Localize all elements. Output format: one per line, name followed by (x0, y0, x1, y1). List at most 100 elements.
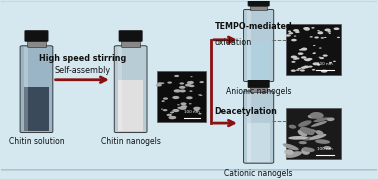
Ellipse shape (300, 127, 314, 135)
Bar (247, 123, 270, 162)
Ellipse shape (299, 141, 307, 144)
Circle shape (157, 82, 163, 85)
Text: 100 nm: 100 nm (318, 62, 333, 66)
Text: TEMPO-mediated: TEMPO-mediated (215, 22, 292, 31)
Circle shape (294, 35, 296, 37)
Circle shape (189, 90, 192, 92)
Ellipse shape (285, 151, 302, 158)
Circle shape (317, 64, 320, 66)
Circle shape (163, 97, 168, 100)
Circle shape (337, 37, 340, 38)
Circle shape (313, 62, 319, 65)
Circle shape (162, 100, 165, 102)
FancyBboxPatch shape (243, 91, 274, 163)
Circle shape (189, 85, 195, 87)
Circle shape (194, 108, 199, 111)
Circle shape (314, 37, 319, 38)
Circle shape (324, 28, 331, 31)
Circle shape (167, 81, 172, 84)
Circle shape (163, 109, 167, 111)
FancyBboxPatch shape (20, 46, 53, 133)
Circle shape (323, 54, 328, 57)
Text: High speed stirring: High speed stirring (39, 54, 126, 63)
Circle shape (161, 101, 164, 102)
Ellipse shape (297, 130, 307, 137)
Circle shape (169, 116, 176, 119)
Circle shape (304, 58, 308, 61)
FancyBboxPatch shape (248, 0, 270, 6)
Ellipse shape (311, 121, 327, 127)
Circle shape (304, 28, 310, 31)
Circle shape (181, 105, 187, 108)
Ellipse shape (284, 149, 294, 155)
Circle shape (177, 107, 183, 109)
Text: Chitin solution: Chitin solution (9, 137, 64, 146)
Circle shape (189, 103, 192, 104)
Circle shape (200, 95, 203, 96)
Circle shape (198, 94, 201, 96)
Circle shape (305, 59, 311, 61)
Circle shape (185, 84, 192, 87)
Circle shape (187, 81, 194, 84)
Circle shape (291, 69, 296, 72)
Circle shape (179, 86, 186, 89)
Circle shape (311, 27, 314, 29)
Circle shape (198, 113, 201, 114)
Text: 100 nm: 100 nm (184, 110, 200, 114)
Circle shape (180, 90, 186, 92)
Circle shape (169, 116, 176, 119)
Bar (121, 41, 140, 47)
Circle shape (296, 69, 300, 71)
Ellipse shape (301, 147, 310, 155)
Bar (118, 47, 122, 131)
Circle shape (329, 62, 332, 63)
Circle shape (319, 47, 322, 49)
Circle shape (300, 69, 305, 72)
Ellipse shape (299, 128, 317, 133)
Circle shape (191, 76, 193, 77)
Circle shape (180, 102, 187, 105)
Circle shape (321, 37, 324, 39)
Bar (286, 24, 341, 75)
FancyBboxPatch shape (25, 30, 48, 42)
Circle shape (291, 39, 297, 41)
Ellipse shape (283, 143, 299, 150)
Circle shape (180, 82, 184, 84)
Circle shape (324, 37, 327, 38)
Circle shape (161, 82, 164, 84)
Ellipse shape (302, 147, 315, 152)
Circle shape (174, 75, 179, 77)
Circle shape (298, 52, 304, 55)
Circle shape (190, 81, 193, 82)
Circle shape (318, 32, 323, 34)
Circle shape (303, 66, 309, 68)
Ellipse shape (315, 139, 330, 144)
Circle shape (291, 55, 297, 58)
Circle shape (200, 81, 204, 83)
Ellipse shape (289, 125, 296, 129)
Circle shape (167, 114, 172, 116)
Circle shape (179, 107, 186, 110)
Circle shape (301, 48, 307, 51)
Circle shape (333, 27, 339, 30)
Ellipse shape (324, 146, 331, 149)
Circle shape (174, 89, 181, 93)
Circle shape (298, 68, 301, 69)
FancyBboxPatch shape (243, 9, 274, 82)
Circle shape (172, 109, 180, 112)
Circle shape (327, 31, 331, 33)
Circle shape (302, 48, 307, 50)
Text: Cationic nanogels: Cationic nanogels (225, 169, 293, 178)
Circle shape (313, 45, 315, 46)
Text: Anionic nanogels: Anionic nanogels (226, 87, 291, 96)
Bar (118, 80, 143, 131)
Circle shape (285, 34, 291, 37)
Circle shape (186, 96, 193, 99)
Bar (24, 47, 28, 131)
Bar (250, 6, 267, 10)
Text: Self-assembly: Self-assembly (55, 66, 111, 75)
Bar (27, 41, 46, 47)
Circle shape (177, 104, 180, 105)
Bar (247, 11, 251, 80)
FancyBboxPatch shape (248, 78, 270, 88)
